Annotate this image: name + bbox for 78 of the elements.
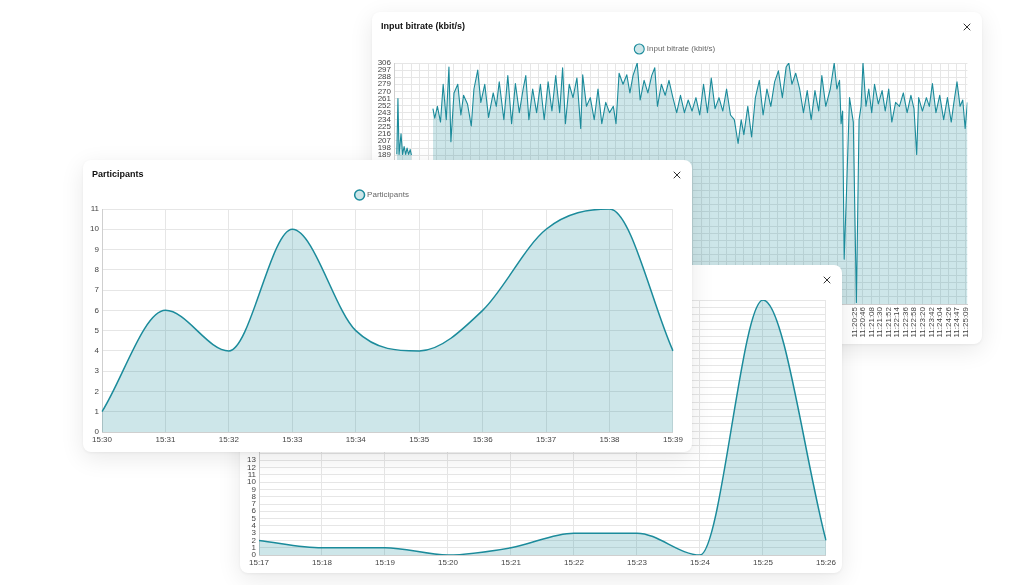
legend-label: Participants	[367, 190, 409, 200]
y-tick-label: 207	[377, 136, 392, 146]
y-tick-label: 11	[247, 470, 257, 480]
y-tick-label: 11	[90, 204, 100, 214]
y-tick-label: 279	[377, 79, 392, 89]
x-tick-label: 15:22	[563, 558, 585, 567]
x-tick-label: 11:24:04	[935, 306, 945, 338]
y-tick-label: 13	[247, 455, 257, 465]
x-tick-label: 15:25	[752, 558, 774, 567]
y-tick-label: 288	[377, 72, 392, 82]
y-tick-label: 9	[251, 484, 257, 494]
x-tick-label: 15:32	[218, 435, 240, 444]
y-tick-label: 216	[377, 129, 392, 139]
y-tick-label: 6	[251, 506, 257, 516]
x-tick-label: 15:34	[345, 435, 367, 444]
y-tick-label: 225	[377, 122, 392, 131]
y-tick-label: 4	[251, 521, 257, 531]
y-tick-label: 198	[377, 143, 392, 153]
chart-title: Participants	[92, 169, 144, 180]
x-tick-label: 15:18	[311, 558, 333, 567]
y-tick-label: 6	[94, 305, 100, 315]
x-tick-label: 11:21:52	[883, 306, 893, 338]
x-tick-label: 15:21	[500, 558, 522, 567]
x-tick-label: 11:22:58	[909, 306, 919, 338]
x-tick-label: 11:20:25	[849, 306, 859, 338]
x-tick-label: 11:25:09	[960, 306, 970, 338]
y-tick-label: 7	[251, 499, 257, 509]
y-tick-label: 3	[94, 366, 100, 376]
x-tick-label: 15:31	[155, 435, 176, 444]
y-tick-label: 2	[94, 386, 100, 396]
x-tick-label: 11:24:47	[952, 306, 962, 338]
y-tick-label: 5	[251, 513, 257, 523]
y-tick-label: 252	[377, 100, 392, 110]
x-tick-label: 11:21:08	[866, 306, 876, 338]
x-tick-label: 15:24	[689, 558, 711, 567]
y-tick-label: 243	[377, 107, 392, 117]
x-tick-label: 11:20:46	[857, 306, 867, 338]
y-tick-label: 0	[94, 427, 100, 437]
y-tick-label: 2	[251, 535, 257, 545]
y-tick-label: 234	[377, 114, 392, 124]
x-tick-label: 15:26	[815, 558, 837, 567]
y-tick-label: 7	[94, 285, 100, 295]
y-tick-label: 270	[377, 86, 392, 96]
y-tick-label: 306	[377, 58, 392, 68]
x-tick-label: 15:17	[248, 558, 270, 567]
x-tick-label: 15:39	[662, 435, 684, 444]
x-tick-label: 15:20	[437, 558, 459, 567]
x-tick-label: 15:19	[374, 558, 396, 567]
x-tick-label: 11:24:26	[943, 306, 953, 338]
y-tick-label: 1	[251, 542, 257, 552]
chart-title: Input bitrate (kbit/s)	[381, 21, 465, 32]
x-tick-label: 15:36	[472, 435, 494, 444]
x-tick-label: 11:22:36	[900, 306, 910, 338]
x-tick-label: 15:37	[536, 435, 557, 444]
y-tick-label: 10	[90, 224, 100, 234]
y-tick-label: 8	[251, 491, 257, 501]
x-tick-label: 15:35	[409, 435, 430, 444]
x-tick-label: 15:23	[626, 558, 648, 567]
y-tick-label: 3	[251, 528, 257, 538]
y-tick-label: 297	[377, 65, 392, 75]
y-tick-label: 261	[377, 93, 392, 103]
y-tick-label: 1	[94, 406, 100, 416]
y-tick-label: 12	[247, 462, 257, 472]
x-tick-label: 11:23:20	[918, 306, 928, 338]
x-tick-label: 15:30	[91, 435, 113, 444]
y-tick-label: 9	[94, 244, 100, 254]
y-tick-label: 10	[247, 477, 257, 487]
y-tick-label: 8	[94, 265, 100, 275]
y-tick-label: 0	[251, 550, 257, 560]
x-tick-label: 11:21:30	[875, 306, 885, 338]
legend-label: Input bitrate (kbit/s)	[646, 44, 716, 54]
x-tick-label: 11:22:14	[892, 306, 902, 338]
y-tick-label: 4	[94, 346, 100, 356]
y-tick-label: 189	[377, 150, 392, 160]
y-tick-label: 5	[94, 325, 100, 335]
x-tick-label: 15:38	[599, 435, 621, 444]
x-tick-label: 15:33	[282, 435, 303, 444]
x-tick-label: 11:23:42	[926, 306, 936, 338]
